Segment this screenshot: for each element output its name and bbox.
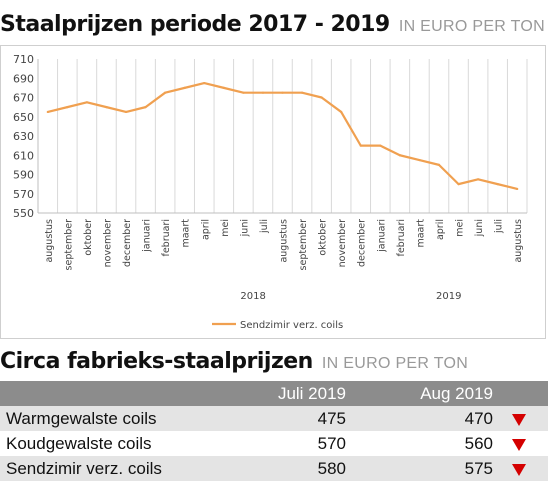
data-point <box>222 86 225 89</box>
table-header-row: Juli 2019 Aug 2019 <box>0 381 548 406</box>
x-tick-label: februari <box>161 219 172 257</box>
x-tick-label: juli <box>494 219 505 234</box>
table-unit: IN EURO PER TON <box>321 355 469 372</box>
price-aug: 470 <box>464 409 493 428</box>
data-point <box>66 106 69 109</box>
x-tick-label: augustus <box>279 219 290 263</box>
data-point <box>281 91 284 94</box>
legend-label: Sendzimir verz. coils <box>240 320 343 331</box>
product-name: Sendzimir verz. coils <box>6 459 162 478</box>
table-row: Sendzimir verz. coils 580 575 <box>0 456 548 481</box>
data-point <box>85 101 88 104</box>
data-point <box>320 96 323 99</box>
chart-heading: Staalprijzen periode 2017 - 2019 IN EURO… <box>0 12 548 42</box>
year-label: 2018 <box>240 291 265 302</box>
x-tick-label: april <box>200 219 211 240</box>
data-point <box>340 110 343 114</box>
data-point <box>457 183 460 186</box>
x-tick-label: januari <box>142 219 153 253</box>
y-tick-label: 630 <box>13 130 34 143</box>
table-heading: Circa fabrieks-staalprijzen IN EURO PER … <box>0 349 548 379</box>
data-point <box>398 154 401 157</box>
data-point <box>261 91 265 94</box>
x-tick-label: oktober <box>318 219 329 256</box>
column-header-jul: Juli 2019 <box>277 384 346 403</box>
x-tick-label: september <box>298 219 309 271</box>
price-aug: 575 <box>464 459 493 478</box>
data-point <box>418 158 421 162</box>
data-point <box>183 86 186 89</box>
line-chart: 550 570 590 610 630 650 670 690 710 augustus septe… <box>13 53 528 331</box>
y-tick-label: 710 <box>13 53 34 66</box>
x-tick-label: november <box>337 219 348 267</box>
data-point <box>124 110 128 114</box>
x-tick-label: juli <box>259 219 270 234</box>
x-tick-label: februari <box>396 219 407 257</box>
price-aug: 560 <box>464 434 493 453</box>
x-tick-label: maart <box>181 219 192 248</box>
column-header-aug: Aug 2019 <box>420 384 493 403</box>
price-table: Juli 2019 Aug 2019 Warmgewalste coils 47… <box>0 381 548 481</box>
data-point <box>300 91 304 94</box>
x-tick-label: september <box>63 219 74 271</box>
down-arrow-icon <box>512 414 526 426</box>
y-tick-label: 590 <box>13 169 34 182</box>
data-point <box>496 183 499 186</box>
price-jul: 570 <box>317 434 346 453</box>
x-tick-label: juni <box>239 219 250 237</box>
product-name: Koudgewalste coils <box>6 434 152 453</box>
y-tick-label: 570 <box>13 188 34 201</box>
y-tick-label: 550 <box>13 207 34 220</box>
product-name: Warmgewalste coils <box>6 409 157 428</box>
y-tick-label: 610 <box>13 149 34 162</box>
data-point <box>105 106 108 109</box>
x-tick-label: november <box>102 219 113 267</box>
down-arrow-icon <box>512 439 526 451</box>
price-jul: 580 <box>317 459 346 478</box>
data-point <box>516 187 519 191</box>
data-point <box>379 144 382 147</box>
x-tick-label: oktober <box>83 219 94 256</box>
table-title: Circa fabrieks-staalprijzen <box>0 349 313 374</box>
data-point <box>437 163 441 166</box>
chart-unit: IN EURO PER TON <box>398 18 545 35</box>
table-row: Koudgewalste coils 570 560 <box>0 431 548 456</box>
x-tick-label: april <box>435 219 446 240</box>
data-point <box>359 144 362 147</box>
data-point <box>164 91 167 94</box>
table-row: Warmgewalste coils 475 470 <box>0 406 548 431</box>
price-jul: 475 <box>317 409 346 428</box>
x-tick-label: augustus <box>513 219 524 263</box>
x-tick-label: december <box>122 219 133 267</box>
year-label: 2019 <box>436 291 461 302</box>
x-tick-label: mei <box>220 219 231 237</box>
x-tick-label: mei <box>455 219 466 237</box>
series-line <box>47 81 518 191</box>
y-tick-label: 650 <box>13 111 34 124</box>
x-tick-label: augustus <box>44 219 55 263</box>
data-point <box>477 178 480 181</box>
data-point <box>203 81 206 85</box>
y-tick-label: 670 <box>13 92 34 105</box>
down-arrow-icon <box>512 464 526 476</box>
data-point <box>144 106 147 109</box>
chart-title: Staalprijzen periode 2017 - 2019 <box>0 12 390 37</box>
x-tick-label: december <box>357 219 368 267</box>
y-tick-label: 690 <box>13 72 34 85</box>
data-point <box>46 110 49 114</box>
x-tick-label: juni <box>474 219 485 237</box>
x-tick-label: januari <box>376 219 387 253</box>
data-point <box>242 91 245 94</box>
x-tick-label: maart <box>415 219 426 248</box>
